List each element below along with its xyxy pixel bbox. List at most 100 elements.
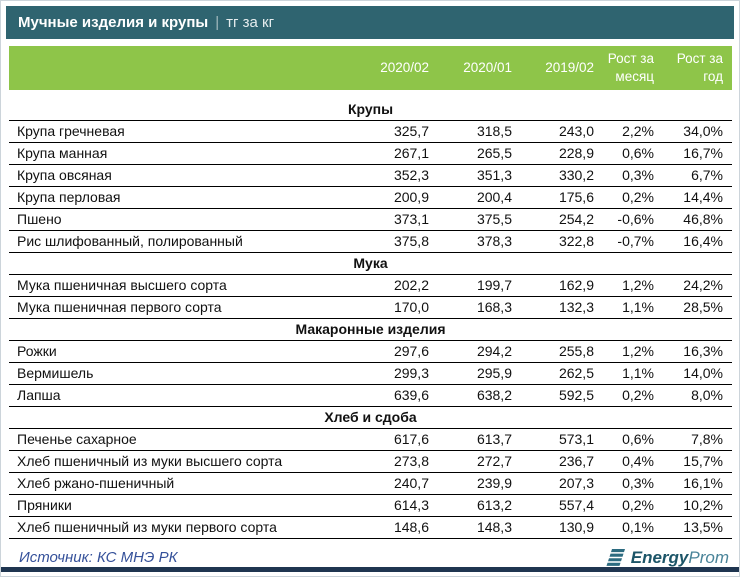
title-units: тг за кг [226, 14, 275, 31]
table-row: Хлеб пшеничный из муки первого сорта 148,… [9, 516, 732, 539]
title-separator: | [215, 14, 220, 31]
product-name: Крупа гречневая [9, 120, 334, 143]
price-value: 557,4 [512, 494, 594, 517]
section-title: Мука [9, 252, 732, 275]
col-header-2019-02: 2019/02 [512, 46, 594, 90]
price-value: -0,7% [594, 230, 654, 253]
section-title: Хлеб и сдоба [9, 406, 732, 429]
price-value: 267,1 [334, 142, 429, 165]
price-value: 592,5 [512, 384, 594, 407]
table-row: Пшено 373,1 375,5 254,2 -0,6% 46,8% [9, 208, 732, 231]
product-name: Рис шлифованный, полированный [9, 230, 334, 253]
price-value: 254,2 [512, 208, 594, 231]
price-value: 378,3 [429, 230, 512, 253]
table-row: Вермишель 299,3 295,9 262,5 1,1% 14,0% [9, 362, 732, 385]
source-note: Источник: КС МНЭ РК [19, 549, 178, 566]
price-value: 0,2% [594, 384, 654, 407]
table-row: Печенье сахарное 617,6 613,7 573,1 0,6% 7,8% [9, 428, 732, 451]
product-name: Крупа манная [9, 142, 334, 165]
price-value: 375,5 [429, 208, 512, 231]
price-value: 207,3 [512, 472, 594, 495]
price-value: 14,4% [654, 186, 732, 209]
price-value: 239,9 [429, 472, 512, 495]
price-value: 2,2% [594, 120, 654, 143]
footer: Источник: КС МНЭ РК EnergyProm [11, 546, 729, 570]
price-value: 0,2% [594, 186, 654, 209]
header-spacer [9, 90, 732, 98]
price-value: 0,3% [594, 472, 654, 495]
price-table: 2020/02 2020/01 2019/02 Рост за месяц Ро… [9, 46, 732, 539]
price-value: 295,9 [429, 362, 512, 385]
table-row: Рис шлифованный, полированный 375,8 378,3 3… [9, 230, 732, 253]
price-value: 255,8 [512, 340, 594, 363]
price-value: 0,2% [594, 494, 654, 517]
price-value: 351,3 [429, 164, 512, 187]
price-value: 294,2 [429, 340, 512, 363]
price-value: 0,6% [594, 428, 654, 451]
price-value: 638,2 [429, 384, 512, 407]
price-value: 617,6 [334, 428, 429, 451]
energyprom-logo-text: EnergyProm [631, 548, 729, 568]
table-row: Мука пшеничная первого сорта 170,0 168,3 13… [9, 296, 732, 319]
price-value: 34,0% [654, 120, 732, 143]
price-value: 1,2% [594, 274, 654, 297]
price-value: 148,3 [429, 516, 512, 539]
price-value: 352,3 [334, 164, 429, 187]
price-value: -0,6% [594, 208, 654, 231]
price-value: 639,6 [334, 384, 429, 407]
title-bar: Мучные изделия и крупы | тг за кг [6, 6, 734, 39]
energyprom-logo-icon [605, 548, 626, 567]
section-title: Макаронные изделия [9, 318, 732, 341]
col-header-product [9, 46, 334, 90]
section-title: Крупы [9, 98, 732, 121]
product-name: Мука пшеничная высшего сорта [9, 274, 334, 297]
table-header-row: 2020/02 2020/01 2019/02 Рост за месяц Ро… [9, 46, 732, 90]
price-value: 199,7 [429, 274, 512, 297]
price-value: 24,2% [654, 274, 732, 297]
bottom-accent-bar [1, 567, 739, 572]
price-value: 1,1% [594, 362, 654, 385]
page-title: Мучные изделия и крупы [18, 14, 209, 31]
price-value: 200,9 [334, 186, 429, 209]
price-value: 16,4% [654, 230, 732, 253]
table-row: Лапша 639,6 638,2 592,5 0,2% 8,0% [9, 384, 732, 407]
price-value: 613,2 [429, 494, 512, 517]
price-value: 148,6 [334, 516, 429, 539]
logo-text-prom: Prom [688, 547, 729, 567]
price-value: 375,8 [334, 230, 429, 253]
price-value: 16,1% [654, 472, 732, 495]
price-value: 14,0% [654, 362, 732, 385]
product-name: Крупа овсяная [9, 164, 334, 187]
price-value: 16,7% [654, 142, 732, 165]
price-value: 325,7 [334, 120, 429, 143]
price-value: 10,2% [654, 494, 732, 517]
col-header-2020-01: 2020/01 [429, 46, 512, 90]
price-value: 614,3 [334, 494, 429, 517]
price-value: 272,7 [429, 450, 512, 473]
price-value: 0,1% [594, 516, 654, 539]
price-value: 46,8% [654, 208, 732, 231]
price-value: 130,9 [512, 516, 594, 539]
product-name: Лапша [9, 384, 334, 407]
price-value: 573,1 [512, 428, 594, 451]
price-value: 13,5% [654, 516, 732, 539]
price-value: 200,4 [429, 186, 512, 209]
price-value: 297,6 [334, 340, 429, 363]
table-row: Хлеб пшеничный из муки высшего сорта 273,… [9, 450, 732, 473]
price-value: 170,0 [334, 296, 429, 319]
section-header-row: Крупы [9, 98, 732, 121]
product-name: Печенье сахарное [9, 428, 334, 451]
logo-text-energy: Energy [630, 547, 689, 567]
product-name: Пшено [9, 208, 334, 231]
product-name: Пряники [9, 494, 334, 517]
product-name: Вермишель [9, 362, 334, 385]
section-header-row: Мука [9, 252, 732, 275]
table-row: Рожки 297,6 294,2 255,8 1,2% 16,3% [9, 340, 732, 363]
price-value: 236,7 [512, 450, 594, 473]
price-value: 16,3% [654, 340, 732, 363]
section-header-row: Хлеб и сдоба [9, 406, 732, 429]
price-value: 322,8 [512, 230, 594, 253]
product-name: Хлеб пшеничный из муки первого сорта [9, 516, 334, 539]
product-name: Рожки [9, 340, 334, 363]
